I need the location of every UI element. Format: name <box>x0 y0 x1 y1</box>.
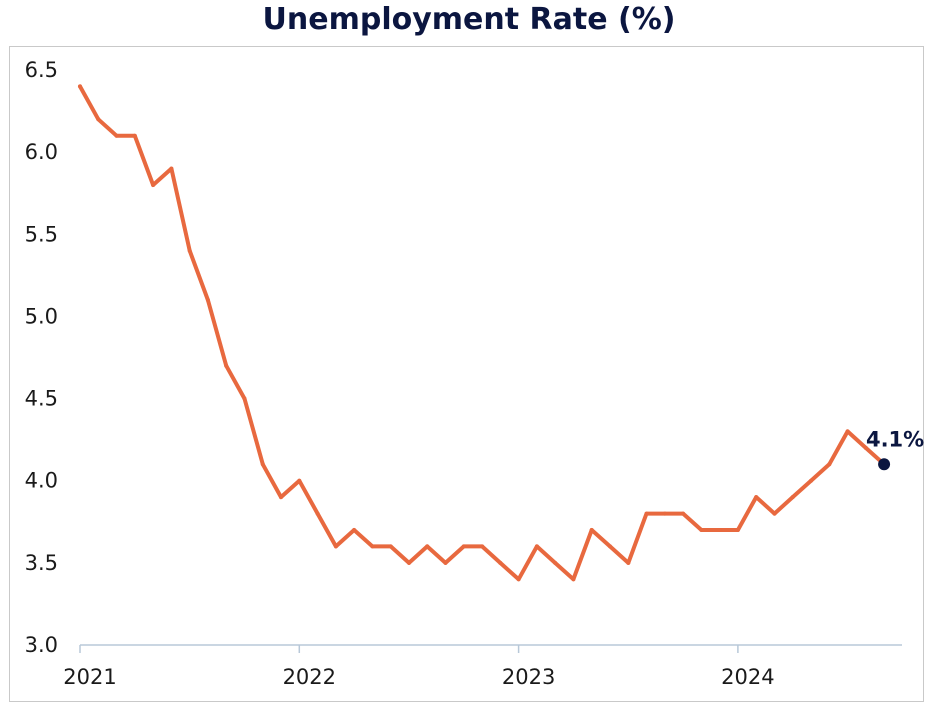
y-tick-label: 4.0 <box>25 469 58 493</box>
y-tick-label: 6.5 <box>25 58 58 82</box>
x-tick-label: 2024 <box>721 665 774 689</box>
end-value-label: 4.1% <box>866 427 924 451</box>
y-axis-labels: 3.0 3.5 4.0 4.5 5.0 5.5 6.0 6.5 <box>25 58 58 657</box>
y-tick-label: 6.0 <box>25 140 58 164</box>
data-point <box>461 544 466 549</box>
data-point <box>772 511 777 516</box>
chart-title: Unemployment Rate (%) <box>262 2 676 37</box>
data-point <box>132 133 137 138</box>
data-point <box>845 429 850 434</box>
plot-frame <box>9 46 924 702</box>
data-point <box>571 577 576 582</box>
data-point <box>626 560 631 565</box>
data-point <box>644 511 649 516</box>
data-point <box>498 560 503 565</box>
data-point <box>863 445 868 450</box>
data-point <box>388 544 393 549</box>
data-point <box>443 560 448 565</box>
data-point <box>370 544 375 549</box>
data-point <box>315 511 320 516</box>
y-tick-label: 4.5 <box>25 387 58 411</box>
y-tick-label: 5.0 <box>25 304 58 328</box>
data-point <box>279 495 283 500</box>
data-point <box>425 544 430 549</box>
x-axis-labels: 2021 2022 2023 2024 <box>63 665 774 689</box>
data-point <box>407 560 411 565</box>
end-point-marker <box>878 458 891 471</box>
data-point <box>754 495 759 500</box>
x-tick-label: 2023 <box>502 665 555 689</box>
data-point <box>352 528 357 532</box>
data-point <box>333 544 338 549</box>
data-point <box>78 84 82 89</box>
data-point <box>187 248 192 253</box>
data-point <box>224 363 229 368</box>
data-point <box>114 133 119 138</box>
data-point <box>96 117 101 122</box>
series-line-unemployment <box>78 84 887 582</box>
data-point <box>534 544 539 549</box>
data-point <box>151 183 156 187</box>
data-point <box>717 528 722 532</box>
data-point <box>790 495 795 500</box>
y-tick-label: 3.5 <box>25 551 58 575</box>
data-point <box>681 511 686 516</box>
data-point <box>827 462 832 467</box>
data-point <box>516 577 521 582</box>
data-point <box>205 298 210 302</box>
data-point <box>589 528 594 532</box>
y-tick-label: 5.5 <box>25 222 58 246</box>
data-point <box>297 478 302 483</box>
data-point <box>169 166 174 171</box>
data-point <box>662 511 667 516</box>
x-ticks <box>79 645 739 653</box>
y-tick-label: 3.0 <box>25 633 58 657</box>
x-tick-label: 2021 <box>63 665 116 689</box>
data-point <box>809 478 813 483</box>
data-point <box>480 544 485 549</box>
data-point <box>608 544 612 549</box>
data-point <box>553 560 558 565</box>
data-point <box>699 528 704 532</box>
data-point <box>260 462 265 467</box>
x-tick-label: 2022 <box>283 665 336 689</box>
data-point <box>735 528 740 532</box>
data-point <box>242 396 247 401</box>
